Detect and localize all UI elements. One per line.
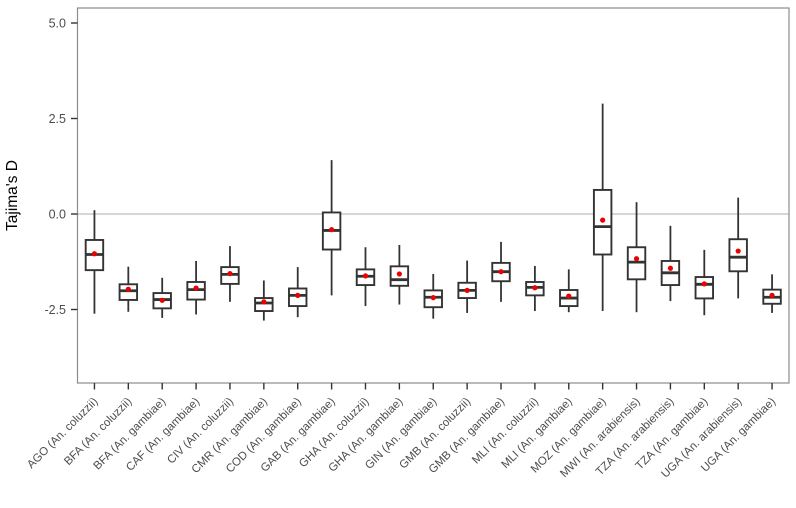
mean-point-tza-an-gambiae — [701, 281, 707, 287]
iqr-box-uga-an-arabiensis — [728, 238, 748, 273]
boxplot-tza-an-arabiensis — [660, 225, 681, 302]
boxplot-uga-an-gambiae — [762, 274, 782, 313]
y-axis-tick-label: 5.0 — [49, 16, 66, 30]
boxplot-mli-an-coluzzii — [525, 265, 545, 312]
mean-point-ago-an-coluzzii — [91, 251, 98, 257]
mean-point-gab-an-gambiae — [329, 227, 335, 233]
iqr-box-tza-an-gambiae — [694, 276, 714, 300]
mean-point-bfa-an-gambiae — [159, 297, 165, 303]
mean-point-tza-an-arabiensis — [667, 265, 674, 271]
mean-point-mli-an-coluzzii — [532, 285, 538, 291]
mean-point-cod-an-gambiae — [295, 292, 301, 298]
boxplot-caf-an-gambiae — [186, 260, 206, 315]
boxplot-bfa-an-gambiae — [152, 277, 172, 318]
boxplot-mli-an-gambiae — [559, 269, 579, 313]
mean-point-gha-an-coluzzii — [362, 273, 369, 279]
mean-point-caf-an-gambiae — [193, 285, 199, 291]
boxplot-gab-an-gambiae — [321, 160, 342, 296]
mean-point-gmb-an-coluzzii — [464, 287, 470, 293]
boxplot-mwi-an-arabiensis — [626, 202, 647, 313]
y-axis-title: Tajima's D — [4, 160, 21, 231]
boxplot-tza-an-gambiae — [694, 249, 714, 316]
mean-point-gha-an-gambiae — [396, 271, 402, 277]
y-axis-tick-label: 0.0 — [49, 207, 66, 221]
mean-point-cmr-an-gambiae — [261, 299, 267, 305]
boxplot-cmr-an-gambiae — [254, 280, 274, 321]
boxplot-gha-an-gambiae — [389, 244, 410, 305]
boxplot-gmb-an-coluzzii — [457, 260, 477, 313]
boxplot-gha-an-coluzzii — [355, 247, 376, 307]
mean-point-gmb-an-gambiae — [498, 269, 504, 275]
mean-point-moz-an-gambiae — [600, 217, 606, 223]
iqr-box-cmr-an-gambiae — [254, 297, 274, 312]
boxplot-cod-an-gambiae — [288, 267, 308, 318]
boxplot-gin-an-gambiae — [423, 273, 443, 319]
mean-point-bfa-an-coluzzii — [125, 286, 131, 292]
boxplot-moz-an-gambiae — [592, 103, 613, 312]
y-axis-tick-label: 2.5 — [49, 112, 66, 126]
boxplot-bfa-an-coluzzii — [118, 266, 139, 312]
mean-point-uga-an-gambiae — [769, 292, 775, 298]
mean-point-gin-an-gambiae — [430, 295, 436, 301]
y-axis-tick-label: -2.5 — [44, 303, 66, 317]
mean-point-mli-an-gambiae — [566, 293, 572, 299]
boxplot-civ-an-coluzzii — [220, 246, 240, 302]
boxplot-uga-an-arabiensis — [728, 197, 748, 299]
mean-point-civ-an-coluzzii — [227, 270, 233, 277]
mean-point-uga-an-arabiensis — [735, 248, 741, 254]
boxplot-gmb-an-gambiae — [491, 241, 511, 302]
boxplot-ago-an-coluzzii — [84, 210, 105, 314]
mean-point-mwi-an-arabiensis — [633, 256, 640, 262]
